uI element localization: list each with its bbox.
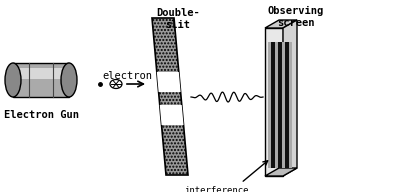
Polygon shape <box>157 72 180 92</box>
Text: Electron Gun: Electron Gun <box>4 110 79 120</box>
Ellipse shape <box>61 63 77 97</box>
Text: Observing
screen: Observing screen <box>268 6 324 28</box>
Bar <box>278 42 282 168</box>
Polygon shape <box>283 20 297 176</box>
Bar <box>13 63 69 97</box>
Polygon shape <box>265 28 283 176</box>
Bar <box>289 42 292 168</box>
Text: interference
pattern: interference pattern <box>184 186 248 192</box>
Bar <box>282 42 285 168</box>
Polygon shape <box>265 20 297 28</box>
Ellipse shape <box>5 63 21 97</box>
Bar <box>268 42 271 168</box>
Bar <box>285 42 289 168</box>
Polygon shape <box>265 168 297 176</box>
Bar <box>275 42 278 168</box>
Text: electron: electron <box>102 71 152 81</box>
Bar <box>271 42 275 168</box>
Polygon shape <box>160 105 184 125</box>
Bar <box>282 42 285 168</box>
Bar <box>275 42 278 168</box>
Ellipse shape <box>110 79 122 89</box>
Text: Double-
slit: Double- slit <box>156 8 200 30</box>
Polygon shape <box>152 18 188 175</box>
Bar <box>13 68 69 79</box>
